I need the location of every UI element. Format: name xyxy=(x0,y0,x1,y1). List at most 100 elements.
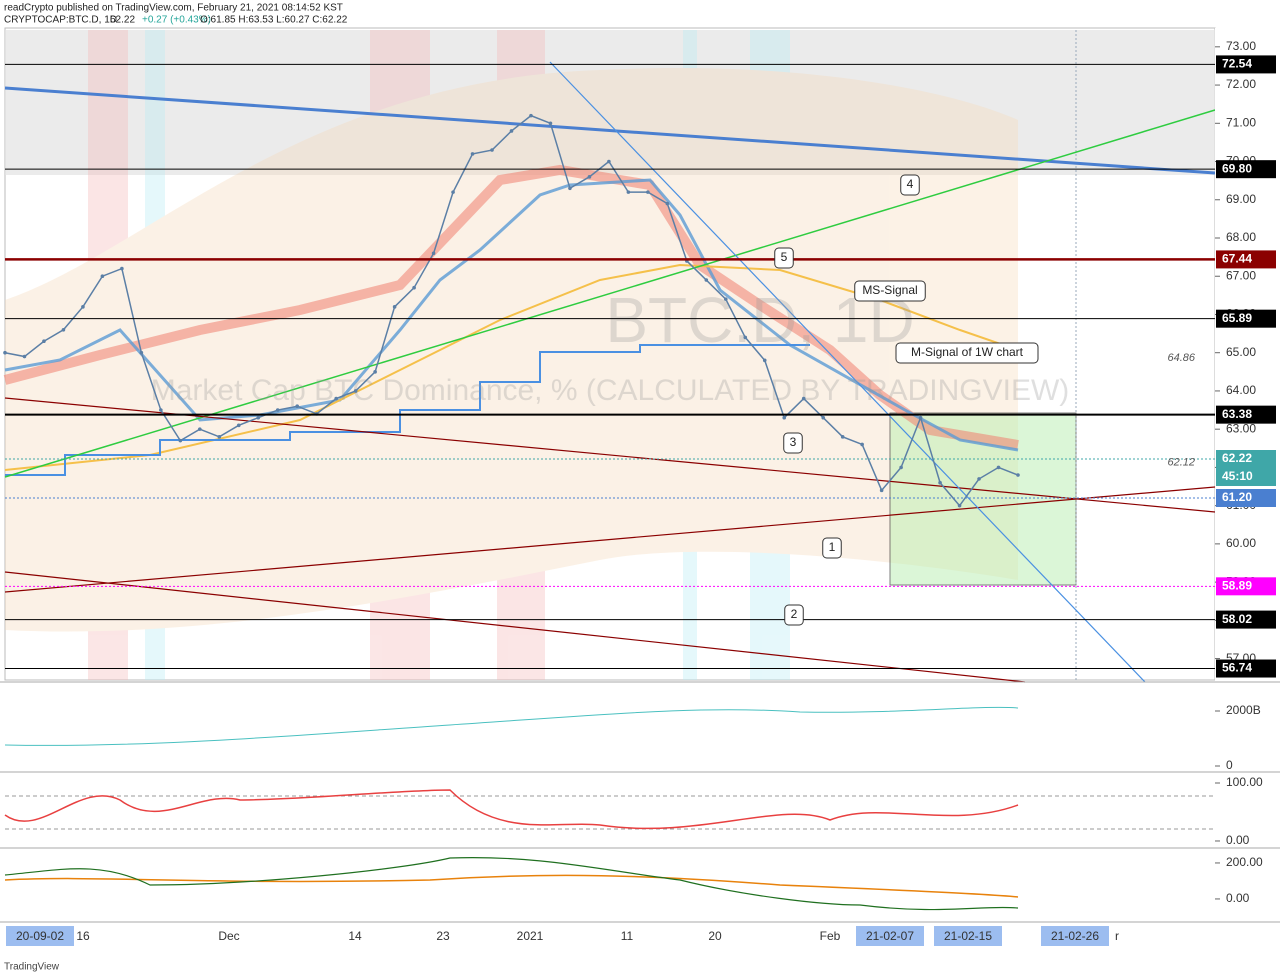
y-tick-label: 71.00 xyxy=(1226,115,1256,129)
close-point xyxy=(3,350,7,355)
watermark-subtitle: Market Cap BTC Dominance, % (CALCULATED … xyxy=(151,374,1070,407)
envelope xyxy=(5,68,1018,632)
ma-line-2 xyxy=(4,263,1019,471)
published-line: readCrypto published on TradingView.com,… xyxy=(4,3,343,14)
close-point xyxy=(918,415,923,420)
ribbon xyxy=(3,164,1019,450)
y-tick-label: 72.00 xyxy=(1226,77,1256,91)
x-tick-label: 20-09-02 xyxy=(16,929,64,943)
close-point xyxy=(743,335,748,340)
level-badge xyxy=(1216,489,1276,507)
y-tick-label: 60.00 xyxy=(1226,536,1256,550)
countdown: 45:10 xyxy=(1222,469,1253,483)
level-label: 67.44 xyxy=(1222,252,1252,266)
annotation: 2 xyxy=(791,607,798,621)
level-badge xyxy=(1216,405,1276,424)
level-badge xyxy=(1216,309,1276,328)
price-note: 64.86 xyxy=(1167,352,1195,364)
step-line xyxy=(5,344,810,476)
annotation-box xyxy=(895,342,1039,364)
close-point xyxy=(217,435,222,439)
level-badge xyxy=(1216,659,1276,678)
last-price: 62.22 xyxy=(110,15,135,26)
close-point xyxy=(548,121,553,126)
close-point xyxy=(61,327,66,332)
indicator-line xyxy=(4,706,1019,746)
x-tick-label: 16 xyxy=(76,929,90,943)
x-label-highlight xyxy=(856,926,924,946)
close-point xyxy=(860,442,864,447)
close-point xyxy=(490,148,494,152)
x-tick-label: 21-02-07 xyxy=(866,929,914,943)
annotation: 4 xyxy=(907,177,914,191)
level-badge xyxy=(1216,160,1276,179)
x-tick-label: 20 xyxy=(708,929,722,943)
x-tick-label: 14 xyxy=(348,929,362,943)
x-label-highlight xyxy=(934,926,1002,946)
band xyxy=(683,30,697,680)
annotation-box xyxy=(783,432,803,454)
trendline xyxy=(4,109,1216,478)
trendline xyxy=(549,61,1146,683)
close-point xyxy=(139,350,144,355)
close-point xyxy=(470,152,475,156)
close-point xyxy=(801,396,806,401)
x-tick-label: 11 xyxy=(621,929,634,943)
close-point xyxy=(392,305,397,309)
close-point xyxy=(256,415,261,420)
countdown-badge xyxy=(1216,468,1276,486)
close-point xyxy=(22,354,27,359)
annotation: 1 xyxy=(829,540,836,554)
close-point xyxy=(957,503,962,508)
footer: TradingView xyxy=(4,962,60,973)
level-badge xyxy=(1216,450,1276,468)
ma-line xyxy=(4,178,1019,452)
x-tick-label: 2021 xyxy=(517,929,544,943)
level-badge xyxy=(1216,55,1276,74)
y-tick-label: 0.00 xyxy=(1226,891,1250,905)
close-point xyxy=(977,477,981,481)
close-point xyxy=(529,113,533,118)
band xyxy=(750,30,790,680)
trendline xyxy=(4,86,1216,175)
ohlc: O:61.85 H:63.53 L:60.27 C:62.22 xyxy=(200,15,348,26)
annotation-box xyxy=(900,174,920,196)
annotation: 5 xyxy=(781,250,788,264)
x-tick-label: 21-02-15 xyxy=(944,929,992,943)
y-tick-label: 73.00 xyxy=(1226,39,1256,53)
close-point xyxy=(100,274,105,279)
x-tick-label: 23 xyxy=(436,929,450,943)
close-point xyxy=(236,423,241,428)
close-point xyxy=(509,129,514,133)
close-point xyxy=(607,159,611,164)
y-tick-label: 67.00 xyxy=(1226,268,1256,282)
close-point xyxy=(879,488,884,493)
y-tick-label: 0 xyxy=(1226,758,1233,772)
level-label: 61.20 xyxy=(1222,490,1252,504)
close-point xyxy=(587,175,592,179)
close-point xyxy=(568,186,572,191)
close-point xyxy=(275,408,280,412)
band xyxy=(145,30,165,680)
close-point xyxy=(120,266,124,271)
close-point xyxy=(626,190,631,194)
indicator-line-2 xyxy=(4,857,1019,911)
annotation-box xyxy=(774,247,794,269)
x-tick-label: r xyxy=(1115,929,1119,943)
change: +0.27 (+0.43%) xyxy=(142,15,211,26)
close-point xyxy=(42,339,46,344)
close-point xyxy=(81,305,85,309)
close-point xyxy=(938,480,942,485)
close-point xyxy=(723,297,728,301)
trendline xyxy=(4,486,1216,593)
close-point xyxy=(665,201,670,206)
annotation-box xyxy=(854,280,926,302)
level-label: 65.89 xyxy=(1222,311,1252,325)
level-badge xyxy=(1216,610,1276,629)
x-label-highlight xyxy=(6,926,74,946)
price-note: 62.12 xyxy=(1167,457,1195,469)
close-point xyxy=(159,408,163,412)
annotation: M-Signal of 1W chart xyxy=(911,345,1024,359)
